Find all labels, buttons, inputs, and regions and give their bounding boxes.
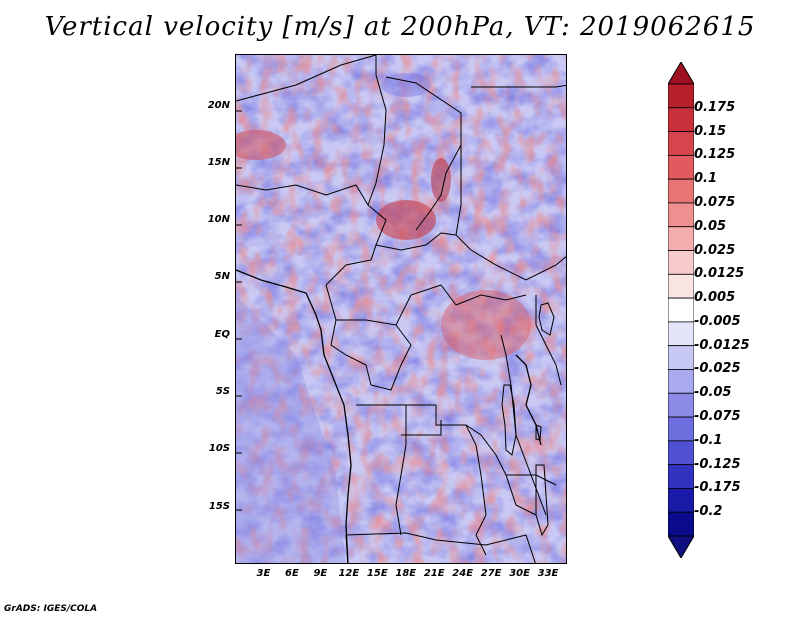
colorbar-swatch <box>668 321 694 347</box>
colorbar-tick-label: -0.005 <box>694 313 741 329</box>
colorbar-tick-label: -0.175 <box>694 480 741 496</box>
colorbar-swatch <box>668 202 694 228</box>
colorbar-tick-label: 0.005 <box>694 290 736 306</box>
colorbar-swatch <box>668 250 694 275</box>
colorbar-bottom-arrow <box>668 535 694 558</box>
colorbar-swatch <box>668 392 694 418</box>
colorbar-tick-label: -0.125 <box>694 456 741 472</box>
colorbar-tick-label: 0.15 <box>694 123 727 139</box>
lat-tick-label: 10S <box>208 443 230 455</box>
lat-tick-label: 20N <box>207 99 230 111</box>
lon-tick-label: 24E <box>452 568 474 579</box>
colorbar-swatch <box>668 154 694 180</box>
colorbar-tick-label: 0.0125 <box>694 266 745 282</box>
colorbar-swatch <box>668 511 694 537</box>
lon-tick-label: 6E <box>285 568 299 579</box>
colorbar-tick-label: 0.075 <box>694 194 736 210</box>
lon-tick-label: 15E <box>366 568 388 579</box>
vertical-velocity-field <box>236 55 566 563</box>
lon-tick-label: 30E <box>509 568 530 579</box>
lon-tick-label: 21E <box>423 568 445 579</box>
lat-tick-label: 5N <box>214 271 230 283</box>
colorbar-swatch <box>668 297 694 323</box>
lon-tick-label: 18E <box>395 568 417 579</box>
map-title: Vertical velocity [m/s] at 200hPa, VT: 2… <box>44 12 756 42</box>
colorbar-swatch <box>668 345 694 370</box>
colorbar-tick-label: 0.125 <box>694 147 736 163</box>
colorbar-tick-label: 0.025 <box>694 242 736 258</box>
colorbar-tick-label: -0.05 <box>694 385 732 401</box>
lon-tick-label: 3E <box>256 568 271 579</box>
grads-credit: GrADS: IGES/COLA <box>4 604 98 614</box>
lat-tick-label: 5S <box>215 386 230 398</box>
lat-tick-label: 10N <box>207 214 230 226</box>
lat-tick-label: EQ <box>214 328 230 340</box>
colorbar-swatch <box>668 226 694 251</box>
lon-tick-label: 9E <box>313 568 328 579</box>
colorbar-swatch <box>668 416 694 442</box>
lat-tick-label: 15N <box>207 156 230 168</box>
map-tick-marks <box>236 110 242 511</box>
lat-tick-label: 15S <box>208 500 230 512</box>
lon-tick-label: 12E <box>338 568 360 579</box>
colorbar-swatch <box>668 273 694 299</box>
lon-tick-label: 27E <box>480 568 502 579</box>
colorbar-tick-label: 0.175 <box>694 99 736 115</box>
colorbar-swatch <box>668 488 694 513</box>
colorbar-swatch <box>668 131 694 156</box>
colorbar-tick-label: -0.2 <box>694 504 723 520</box>
lon-tick-label: 33E <box>537 568 559 579</box>
colorbar-tick-label: -0.0125 <box>694 337 750 353</box>
colorbar-swatch <box>668 107 694 132</box>
colorbar-swatch <box>668 178 694 204</box>
colorbar-swatch <box>668 464 694 489</box>
colorbar-tick-label: -0.1 <box>694 432 723 448</box>
colorbar-top-arrow <box>668 62 694 85</box>
colorbar-swatch <box>668 83 694 109</box>
colorbar <box>668 62 694 558</box>
colorbar-tick-label: 0.05 <box>694 218 727 234</box>
colorbar-tick-label: -0.075 <box>694 409 741 425</box>
colorbar-tick-label: -0.025 <box>694 361 741 377</box>
colorbar-swatch <box>668 440 694 466</box>
map-panel <box>235 54 567 564</box>
colorbar-swatch <box>668 369 694 394</box>
colorbar-tick-label: 0.1 <box>694 171 718 187</box>
